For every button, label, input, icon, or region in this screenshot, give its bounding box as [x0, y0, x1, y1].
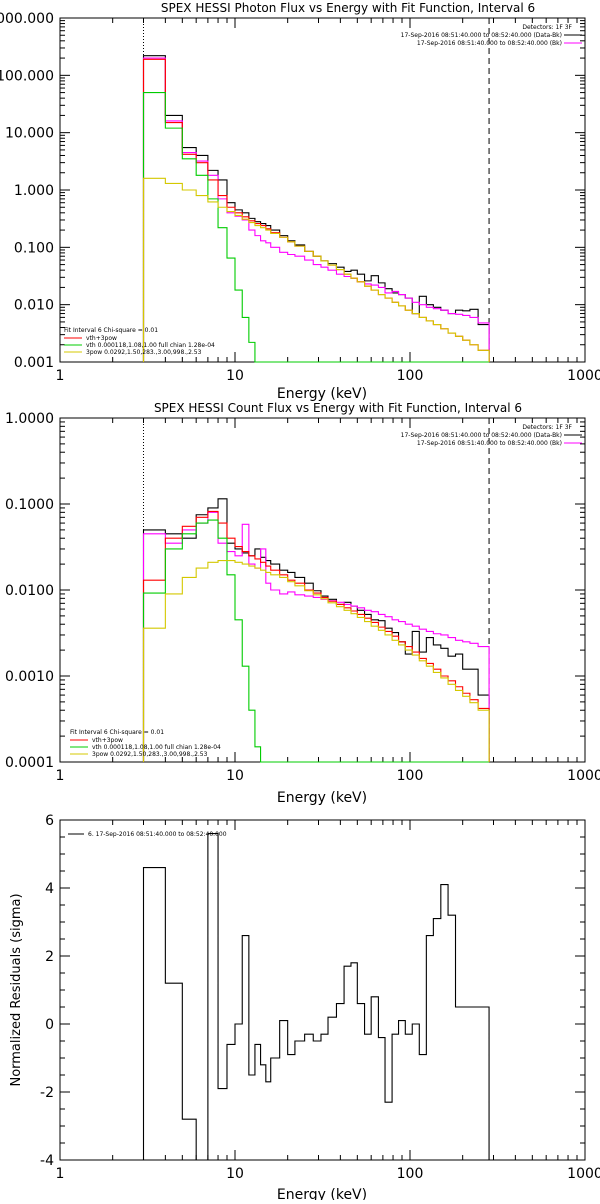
panel3-frame — [59, 819, 586, 1161]
panel2-legend-item-vth3pow: vth+3pow — [92, 737, 123, 744]
panel3-x-axis-label: Energy (keV) — [277, 1187, 367, 1200]
x-tick-label: 10 — [226, 368, 244, 384]
panel1-detectors-text: Detectors: 1F 3F — [522, 24, 572, 31]
y-tick-label: 0 — [45, 1017, 54, 1033]
y-tick-label: 0.010 — [14, 298, 54, 314]
x-tick-label: 1000 — [567, 1166, 600, 1182]
panel1-annotation-line-2: 17-Sep-2016 08:51:40.000 to 08:52:40.000… — [417, 40, 562, 47]
series-1-2-line — [142, 510, 490, 762]
x-tick-label: 1 — [56, 368, 65, 384]
panel2-legend-item-vth: vth 0.000118,1.08,1.00 full chian 1.28e-… — [92, 744, 221, 751]
residuals-panel: -4 -2 0 2 4 6 1 10 100 1000 Normalized Residuals… — [9, 813, 600, 1203]
y-tick-label: 2 — [45, 949, 54, 965]
series-2-0-line — [142, 833, 490, 1161]
panel2-legend-item-3pow: 3pow 0.0292,1.50,283.,3.00,998.,2.53 — [92, 751, 208, 758]
x-tick-label: 10 — [226, 1166, 244, 1182]
panel1-legend-item-3pow: 3pow 0.0292,1.50,283.,3.00,998.,2.53 — [86, 349, 202, 356]
panel2-annotation: Detectors: 1F 3F 17-Sep-2016 08:51:40.00… — [401, 424, 582, 447]
panel2-title: SPEX HESSI Count Flux vs Energy with Fit… — [154, 401, 522, 415]
panel3-y-tick-labels: -4 -2 0 2 4 6 — [40, 813, 54, 1169]
y-tick-label: -4 — [40, 1153, 54, 1169]
y-tick-label: 1.0000 — [5, 411, 54, 427]
panel3-tick-marks — [59, 819, 585, 1161]
y-tick-label: 0.1000 — [5, 497, 54, 513]
panel2-legend: Fit Interval 6 Chi-square = 0.01 vth+3po… — [70, 729, 221, 758]
panel2-annotation-line-2: 17-Sep-2016 08:51:40.000 to 08:52:40.000… — [417, 440, 562, 447]
panel2-x-axis-label: Energy (keV) — [277, 790, 367, 806]
x-tick-label: 1000 — [567, 368, 600, 384]
y-tick-label: 0.0100 — [5, 583, 54, 599]
y-tick-label: 100.000 — [0, 68, 54, 84]
panel1-tick-marks — [59, 18, 585, 363]
x-tick-label: 10 — [226, 768, 244, 784]
y-tick-label: 4 — [45, 881, 54, 897]
panel3-legend: 6. 17-Sep-2016 08:51:40.000 to 08:52:40.… — [68, 831, 227, 838]
panel2-detectors-text: Detectors: 1F 3F — [522, 424, 572, 431]
panel2-reference-lines — [142, 418, 490, 762]
y-tick-label: 10.000 — [5, 126, 54, 142]
y-tick-label: 1.000 — [14, 183, 54, 199]
panel1-x-tick-labels: 1 10 100 1000 — [56, 368, 600, 384]
panel2-y-tick-labels: 0.0001 0.0010 0.0100 0.1000 1.0000 — [5, 411, 54, 771]
series-0-2-line — [142, 58, 490, 362]
series-0-1-line — [142, 57, 490, 362]
panel3-x-tick-labels: 1 10 100 1000 — [56, 1166, 600, 1182]
panel1-legend-title: Fit Interval 6 Chi-square = 0.01 — [64, 327, 158, 334]
panel1-legend-item-vth: vth 0.000118,1.08,1.00 full chian 1.28e-… — [86, 342, 215, 349]
panel2-series-group — [142, 498, 490, 763]
y-tick-label: 0.001 — [14, 355, 54, 371]
y-tick-label: 0.0010 — [5, 669, 54, 685]
panel2-annotation-line-1: 17-Sep-2016 08:51:40.000 to 08:52:40.000… — [401, 432, 562, 439]
series-0-3-line — [142, 92, 490, 363]
x-tick-label: 1000 — [567, 768, 600, 784]
y-tick-label: 1000.000 — [0, 11, 54, 27]
x-tick-label: 100 — [397, 368, 424, 384]
panel2-x-tick-labels: 1 10 100 1000 — [56, 768, 600, 784]
panel1-annotation-line-1: 17-Sep-2016 08:51:40.000 to 08:52:40.000… — [401, 32, 562, 39]
panel2-frame — [59, 417, 586, 763]
y-tick-label: 0.100 — [14, 240, 54, 256]
panel3-legend-item: 6. 17-Sep-2016 08:51:40.000 to 08:52:40.… — [88, 831, 227, 838]
panel1-legend-item-vth3pow: vth+3pow — [86, 335, 117, 342]
series-1-4-line — [142, 560, 490, 762]
panel1-series-group — [142, 55, 490, 363]
panel1-title: SPEX HESSI Photon Flux vs Energy with Fi… — [161, 1, 535, 15]
photon-flux-panel: SPEX HESSI Photon Flux vs Energy with Fi… — [0, 1, 600, 402]
x-tick-label: 100 — [397, 768, 424, 784]
panel3-y-axis-label: Normalized Residuals (sigma) — [9, 893, 24, 1086]
series-1-3-line — [142, 519, 490, 763]
panel1-legend: Fit Interval 6 Chi-square = 0.01 vth+3po… — [64, 327, 215, 356]
x-tick-label: 100 — [397, 1166, 424, 1182]
x-tick-label: 1 — [56, 1166, 65, 1182]
series-1-0-line — [142, 498, 490, 762]
count-flux-panel: SPEX HESSI Count Flux vs Energy with Fit… — [5, 401, 600, 806]
panel1-annotation: Detectors: 1F 3F 17-Sep-2016 08:51:40.00… — [401, 24, 582, 47]
y-tick-label: -2 — [40, 1085, 54, 1101]
panel2-legend-title: Fit Interval 6 Chi-square = 0.01 — [70, 729, 164, 736]
panel3-series-group — [142, 833, 490, 1161]
panel1-y-tick-labels: 0.001 0.010 0.100 1.000 10.000 100.000 1000.00… — [0, 11, 54, 371]
panel1-frame — [59, 17, 586, 363]
panel1-x-axis-label: Energy (keV) — [277, 386, 367, 402]
x-tick-label: 1 — [56, 768, 65, 784]
y-tick-label: 0.0001 — [5, 755, 54, 771]
series-1-1-line — [142, 511, 490, 762]
series-0-4-line — [142, 177, 490, 362]
y-tick-label: 6 — [45, 813, 54, 829]
series-0-0-line — [142, 55, 490, 362]
panel2-tick-marks — [59, 418, 585, 763]
